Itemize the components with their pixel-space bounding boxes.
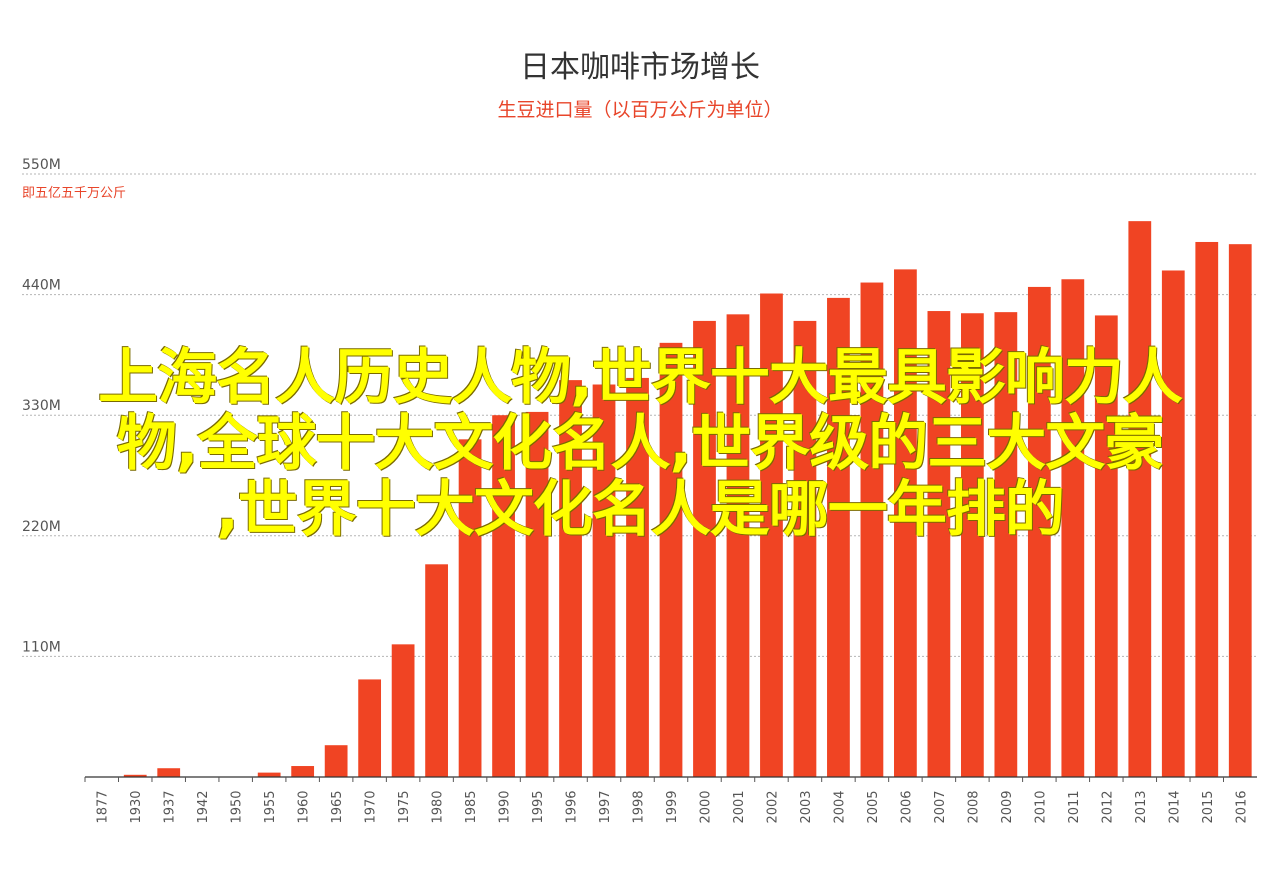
x-tick-label: 2005 bbox=[866, 790, 881, 823]
bar-1980 bbox=[425, 564, 448, 777]
x-tick-label: 2002 bbox=[765, 790, 780, 823]
x-tick-label: 1999 bbox=[665, 790, 680, 823]
overlay-line-3: ,世界十大文化名人是哪一年排的 bbox=[216, 475, 1065, 545]
x-tick-label: 2011 bbox=[1067, 790, 1082, 823]
x-tick-label: 2008 bbox=[966, 790, 981, 823]
bar-1990 bbox=[492, 415, 515, 777]
bar-2013 bbox=[1128, 221, 1152, 778]
x-tick-label: 1996 bbox=[565, 790, 580, 823]
bar-2015 bbox=[1195, 241, 1219, 777]
y-tick-label: 220M bbox=[22, 519, 61, 535]
bar-2011 bbox=[1061, 279, 1085, 777]
bar-2016 bbox=[1228, 244, 1252, 778]
bar-1960 bbox=[291, 766, 315, 777]
x-tick-label: 1980 bbox=[431, 790, 446, 823]
x-tick-label: 2014 bbox=[1167, 790, 1182, 823]
bar-1965 bbox=[324, 745, 348, 777]
x-tick-label: 1995 bbox=[531, 790, 546, 823]
y-tick-label: 110M bbox=[22, 639, 61, 655]
x-tick-label: 1937 bbox=[163, 790, 178, 823]
x-tick-label: 1998 bbox=[632, 790, 647, 823]
x-tick-label: 2015 bbox=[1201, 790, 1216, 823]
bar-1998 bbox=[626, 377, 649, 777]
bar-1995 bbox=[525, 411, 549, 777]
bar-1999 bbox=[659, 342, 683, 777]
bar-1970 bbox=[358, 679, 382, 777]
y-tick-label: 440M bbox=[22, 278, 61, 294]
x-tick-label: 1975 bbox=[397, 790, 412, 823]
bar-2004 bbox=[827, 297, 850, 777]
bar-2010 bbox=[1027, 286, 1051, 777]
x-tick-label: 1950 bbox=[230, 790, 245, 823]
bar-1985 bbox=[458, 439, 482, 777]
bar-2000 bbox=[693, 320, 716, 777]
bar-2002 bbox=[760, 293, 783, 777]
bar-2012 bbox=[1094, 315, 1118, 777]
x-tick-label: 2007 bbox=[933, 790, 948, 823]
x-tick-label: 2004 bbox=[832, 790, 847, 823]
bar-1997 bbox=[592, 384, 616, 777]
x-tick-label: 1990 bbox=[498, 790, 513, 823]
overlay-caption: 上海名人历史人物,世界十大最具影响力人 物,全球十大文化名人,世界级的三大文豪 … bbox=[20, 345, 1260, 543]
bar-2007 bbox=[927, 311, 951, 777]
x-tick-label: 1877 bbox=[96, 790, 111, 823]
bar-2008 bbox=[960, 313, 984, 777]
x-tick-label: 1960 bbox=[297, 790, 312, 823]
bar-2006 bbox=[894, 269, 917, 777]
x-tick-label: 2016 bbox=[1234, 790, 1249, 823]
x-tick-label: 2003 bbox=[799, 790, 814, 823]
bar-2005 bbox=[860, 282, 884, 777]
x-tick-label: 1930 bbox=[129, 790, 144, 823]
bar-1955 bbox=[257, 772, 281, 777]
overlay-line-2: 物,全球十大文化名人,世界级的三大文豪 bbox=[116, 409, 1165, 479]
axes: 550M 440M 330M 220M 110M 1877 1930 1937 1942 1950… bbox=[22, 157, 1257, 824]
x-tick-label: 2013 bbox=[1134, 790, 1149, 823]
bar-1930 bbox=[123, 774, 147, 777]
x-tick-label: 1970 bbox=[364, 790, 379, 823]
y-tick-label: 550M bbox=[22, 157, 61, 173]
x-tick-label: 2000 bbox=[698, 790, 713, 823]
bar-1937 bbox=[157, 768, 181, 777]
y-axis-note: 即五亿五千万公斤 bbox=[22, 186, 126, 201]
x-tick-label: 2009 bbox=[1000, 790, 1015, 823]
x-tick-label: 1955 bbox=[263, 790, 278, 823]
x-tick-label: 2006 bbox=[899, 790, 914, 823]
overlay-line-1: 上海名人历史人物,世界十大最具影响力人 bbox=[98, 343, 1183, 413]
x-tick-label: 2012 bbox=[1100, 790, 1115, 823]
bar-2003 bbox=[793, 320, 817, 777]
x-tick-label: 1942 bbox=[196, 790, 211, 823]
x-tick-label: 1965 bbox=[330, 790, 345, 823]
bar-1996 bbox=[559, 380, 582, 777]
chart-title: 日本咖啡市场增长 bbox=[520, 50, 760, 85]
chart-subtitle: 生豆进口量（以百万公斤为单位） bbox=[497, 99, 783, 121]
bar-2001 bbox=[726, 314, 750, 777]
bar-2009 bbox=[994, 312, 1018, 777]
bar-1975 bbox=[391, 644, 415, 777]
bars bbox=[123, 221, 1252, 778]
x-tick-label: 2001 bbox=[732, 790, 747, 823]
y-tick-label: 330M bbox=[22, 398, 61, 414]
x-tick-label: 1985 bbox=[464, 790, 479, 823]
bar-2014 bbox=[1161, 270, 1185, 777]
x-tick-label: 2010 bbox=[1033, 790, 1048, 823]
x-tick-label: 1997 bbox=[598, 790, 613, 823]
